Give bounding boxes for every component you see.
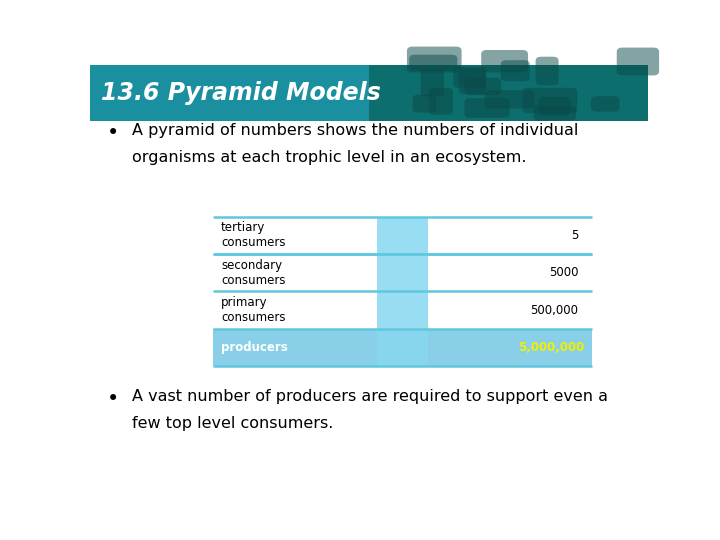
FancyBboxPatch shape: [454, 66, 486, 88]
FancyBboxPatch shape: [377, 254, 428, 292]
Text: tertiary
consumers: tertiary consumers: [221, 221, 286, 249]
FancyBboxPatch shape: [420, 69, 444, 97]
Text: •: •: [107, 389, 119, 409]
Text: 500,000: 500,000: [530, 303, 578, 316]
Text: producers: producers: [221, 341, 288, 354]
FancyBboxPatch shape: [377, 329, 428, 366]
FancyBboxPatch shape: [213, 329, 593, 366]
Text: primary
consumers: primary consumers: [221, 296, 286, 324]
FancyBboxPatch shape: [464, 98, 510, 118]
Text: organisms at each trophic level in an ecosystem.: organisms at each trophic level in an ec…: [132, 150, 526, 165]
FancyBboxPatch shape: [523, 88, 577, 113]
FancyBboxPatch shape: [428, 88, 453, 114]
FancyBboxPatch shape: [536, 57, 559, 85]
Text: 13.6 Pyramid Models: 13.6 Pyramid Models: [101, 81, 381, 105]
FancyBboxPatch shape: [459, 69, 486, 94]
FancyBboxPatch shape: [464, 78, 501, 95]
Text: A pyramid of numbers shows the numbers of individual: A pyramid of numbers shows the numbers o…: [132, 123, 578, 138]
Text: few top level consumers.: few top level consumers.: [132, 416, 333, 431]
Text: 5000: 5000: [549, 266, 578, 279]
FancyBboxPatch shape: [617, 48, 659, 76]
Text: secondary
consumers: secondary consumers: [221, 259, 286, 287]
FancyBboxPatch shape: [377, 292, 428, 329]
FancyBboxPatch shape: [413, 94, 436, 112]
FancyBboxPatch shape: [538, 97, 570, 116]
Text: 5,000,000: 5,000,000: [518, 341, 584, 354]
FancyBboxPatch shape: [591, 96, 619, 112]
FancyBboxPatch shape: [409, 55, 457, 71]
Text: 5: 5: [571, 229, 578, 242]
FancyBboxPatch shape: [90, 65, 369, 121]
FancyBboxPatch shape: [377, 217, 428, 254]
FancyBboxPatch shape: [500, 60, 530, 81]
Text: A vast number of producers are required to support even a: A vast number of producers are required …: [132, 389, 608, 404]
FancyBboxPatch shape: [407, 46, 462, 72]
FancyBboxPatch shape: [481, 50, 528, 72]
FancyBboxPatch shape: [485, 90, 535, 109]
FancyBboxPatch shape: [534, 105, 576, 120]
Text: •: •: [107, 123, 119, 143]
FancyBboxPatch shape: [369, 65, 648, 121]
